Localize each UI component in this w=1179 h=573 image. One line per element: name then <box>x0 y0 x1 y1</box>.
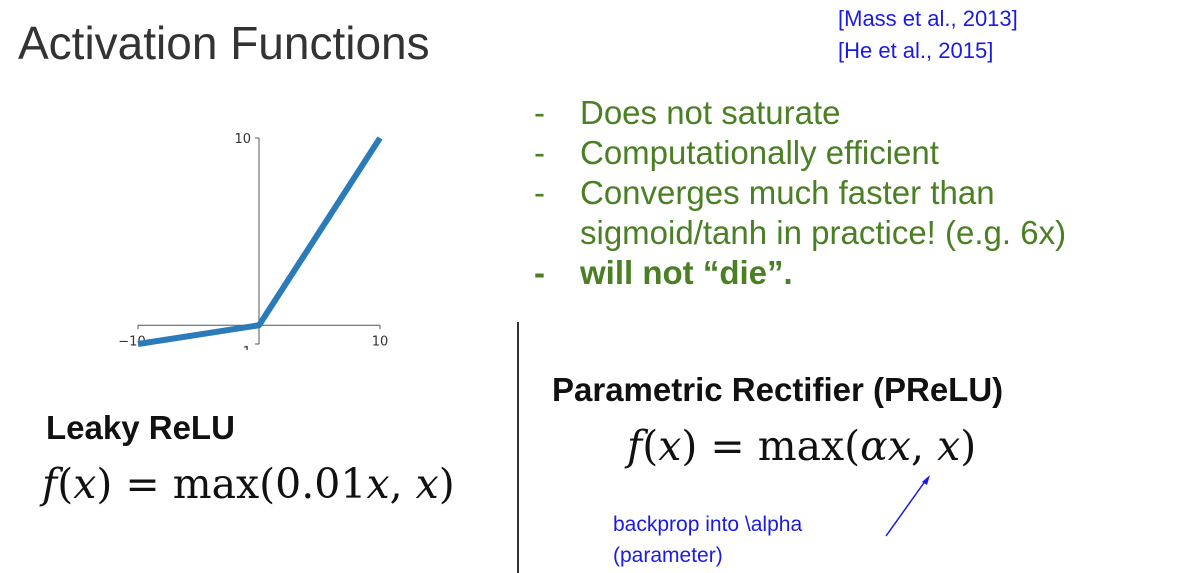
bullet-marker: - <box>534 134 545 171</box>
bullet-text: Converges much faster than <box>580 174 995 211</box>
bullet-text: will not “die”. <box>580 254 793 291</box>
bullet-item: - Converges much faster than sigmoid/tanh … <box>534 173 1066 253</box>
bullet-text: Does not saturate <box>580 94 841 131</box>
bullet-marker: - <box>534 254 545 291</box>
prelu-formula: f(x) = max(αx, x) <box>627 422 977 470</box>
bullet-item: - Does not saturate <box>534 93 1066 133</box>
prelu-note-line-1: backprop into \alpha <box>613 513 803 536</box>
slide-title: Activation Functions <box>18 17 430 69</box>
column-divider <box>517 322 519 573</box>
prelu-note-line-2: (parameter) <box>613 544 723 567</box>
bullet-item: - will not “die”. <box>534 253 1066 293</box>
leaky-relu-formula: f(x) = max(0.01x, x) <box>42 460 455 508</box>
leaky-relu-heading: Leaky ReLU <box>46 409 235 446</box>
bullet-item: - Computationally efficient <box>534 133 1066 173</box>
bullet-marker: - <box>534 94 545 131</box>
annotation-arrow-icon <box>885 475 930 537</box>
bullet-list: - Does not saturate - Computationally effic… <box>534 93 1066 293</box>
bullet-text: sigmoid/tanh in practice! (e.g. 6x) <box>580 214 1067 251</box>
series-line <box>137 136 383 347</box>
y-tick-label: −1 <box>232 345 251 350</box>
bullet-marker: - <box>534 174 545 211</box>
bullet-text: Computationally efficient <box>580 134 939 171</box>
citation-he: [He et al., 2015] <box>838 38 994 63</box>
y-tick-label: 10 <box>234 132 251 147</box>
citation-mass: [Mass et al., 2013] <box>838 6 1018 31</box>
x-tick-label: 10 <box>372 334 389 349</box>
prelu-heading: Parametric Rectifier (PReLU) <box>552 371 1004 408</box>
